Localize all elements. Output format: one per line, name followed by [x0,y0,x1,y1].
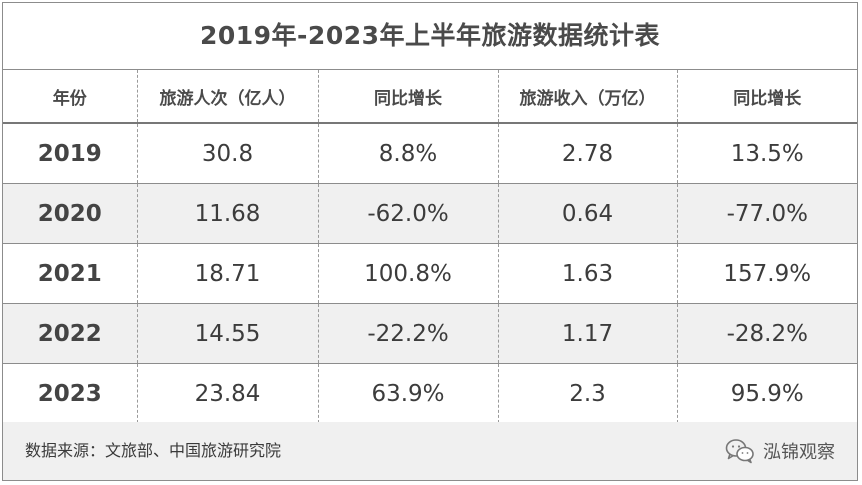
year-cell: 2019 [3,123,138,184]
revenue-growth-cell: -28.2% [677,303,857,364]
year-cell: 2021 [3,243,138,304]
data-source-note: 数据来源：文旅部、中国旅游研究院 [25,441,282,460]
revenue-cell: 1.17 [498,303,678,364]
table-title: 2019年-2023年上半年旅游数据统计表 [3,3,857,70]
year-cell: 2022 [3,303,138,364]
table-row: 2022 14.55 -22.2% 1.17 -28.2% [3,303,857,364]
visitors-growth-cell: 8.8% [318,123,499,184]
revenue-growth-cell: -77.0% [677,183,857,244]
table-row: 2021 18.71 100.8% 1.63 157.9% [3,243,857,304]
visitors-cell: 30.8 [137,123,319,184]
wechat-icon [725,438,755,464]
revenue-cell: 2.78 [498,123,678,184]
brand-watermark: 泓锦观察 [725,422,835,480]
table-row: 2023 23.84 63.9% 2.3 95.9% [3,363,857,424]
table-row: 2020 11.68 -62.0% 0.64 -77.0% [3,183,857,244]
visitors-cell: 18.71 [137,243,319,304]
header-revenue: 旅游收入（万亿） [498,70,678,124]
revenue-cell: 2.3 [498,363,678,424]
revenue-growth-cell: 157.9% [677,243,857,304]
visitors-cell: 11.68 [137,183,319,244]
tourism-stats-table: 年份 旅游人次（亿人） 同比增长 旅游收入（万亿） 同比增长 2019 30.8… [3,70,857,424]
header-visitors: 旅游人次（亿人） [137,70,319,124]
visitors-cell: 14.55 [137,303,319,364]
table-row: 2019 30.8 8.8% 2.78 13.5% [3,123,857,184]
visitors-growth-cell: -62.0% [318,183,499,244]
revenue-cell: 1.63 [498,243,678,304]
revenue-growth-cell: 95.9% [677,363,857,424]
header-row: 年份 旅游人次（亿人） 同比增长 旅游收入（万亿） 同比增长 [3,70,857,124]
visitors-cell: 23.84 [137,363,319,424]
revenue-growth-cell: 13.5% [677,123,857,184]
header-revenue-growth: 同比增长 [677,70,857,124]
visitors-growth-cell: 100.8% [318,243,499,304]
header-visitors-growth: 同比增长 [318,70,499,124]
header-year: 年份 [3,70,138,124]
year-cell: 2023 [3,363,138,424]
table-footer: 数据来源：文旅部、中国旅游研究院 泓锦观察 [3,422,857,480]
year-cell: 2020 [3,183,138,244]
visitors-growth-cell: 63.9% [318,363,499,424]
revenue-cell: 0.64 [498,183,678,244]
brand-name: 泓锦观察 [763,442,835,463]
visitors-growth-cell: -22.2% [318,303,499,364]
